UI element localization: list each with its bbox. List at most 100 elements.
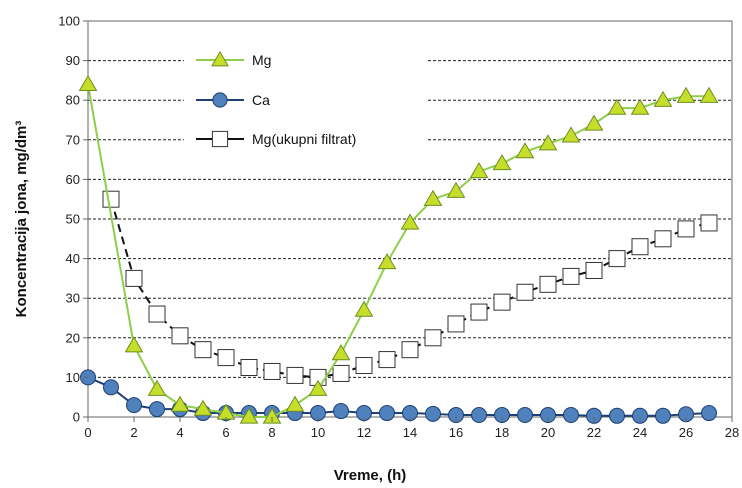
- y-tick-label: 70: [66, 132, 80, 147]
- x-axis-label: Vreme, (h): [334, 467, 407, 484]
- data-point: [286, 366, 304, 384]
- x-tick-label: 8: [268, 425, 275, 440]
- data-point: [125, 269, 143, 287]
- data-point: [355, 357, 373, 375]
- data-point: [608, 250, 626, 268]
- x-tick-label: 14: [403, 425, 417, 440]
- data-point: [217, 349, 235, 367]
- data-point: [193, 399, 213, 416]
- x-tick-label: 0: [84, 425, 91, 440]
- x-tick-label: 28: [725, 425, 739, 440]
- data-point: [653, 90, 673, 107]
- data-point: [263, 362, 281, 380]
- legend-item: Mg: [196, 50, 271, 68]
- y-axis-label: Koncentracija jona, mg/dm³: [13, 121, 30, 318]
- data-point: [148, 305, 166, 323]
- data-point: [194, 341, 212, 359]
- data-point: [676, 86, 696, 103]
- data-point: [469, 161, 489, 179]
- data-point: [584, 114, 604, 131]
- data-point: [562, 267, 580, 285]
- series-square: [102, 190, 718, 386]
- data-point: [470, 303, 488, 321]
- x-tick-label: 16: [449, 425, 463, 440]
- legend-marker: [212, 92, 228, 108]
- data-point: [149, 401, 165, 418]
- data-point: [354, 300, 374, 317]
- data-point: [147, 379, 167, 396]
- data-point: [632, 407, 648, 424]
- data-point: [425, 405, 441, 422]
- x-tick-label: 4: [176, 425, 183, 440]
- data-point: [493, 293, 511, 311]
- data-point: [332, 364, 350, 382]
- data-point: [239, 407, 259, 424]
- y-tick-label: 80: [66, 93, 80, 108]
- data-point: [126, 397, 142, 414]
- data-point: [631, 238, 649, 256]
- x-tick-label: 6: [222, 425, 229, 440]
- legend: Mg Ca Mg(ukupni filtrat): [196, 50, 356, 148]
- x-tick-label: 12: [357, 425, 371, 440]
- data-point: [379, 405, 395, 422]
- x-tick-label: 2: [130, 425, 137, 440]
- data-point: [424, 329, 442, 347]
- data-point: [609, 407, 625, 424]
- data-point: [377, 253, 397, 270]
- y-tick-label: 100: [58, 14, 80, 29]
- legend-label: Mg(ukupni filtrat): [252, 131, 356, 147]
- data-point: [285, 395, 305, 412]
- legend-item: Ca: [196, 92, 270, 108]
- legend-marker: [211, 130, 229, 148]
- y-tick-label: 30: [66, 291, 80, 306]
- y-tick-label: 90: [66, 53, 80, 68]
- data-point: [492, 154, 512, 171]
- x-tick-label: 22: [587, 425, 601, 440]
- data-point: [447, 315, 465, 333]
- data-point: [331, 344, 351, 361]
- legend-item: Mg(ukupni filtrat): [196, 130, 356, 148]
- data-point: [471, 407, 487, 424]
- x-tick-label: 10: [311, 425, 325, 440]
- data-point: [102, 190, 120, 208]
- series-layer: [78, 74, 719, 424]
- x-tick-label: 20: [541, 425, 555, 440]
- x-tick-label: 18: [495, 425, 509, 440]
- y-tick-label: 0: [73, 410, 80, 425]
- legend-label: Ca: [252, 92, 270, 108]
- data-point: [170, 395, 190, 412]
- y-tick-label: 10: [66, 370, 80, 385]
- legend-marker: [211, 50, 229, 67]
- data-point: [333, 403, 349, 420]
- data-point: [515, 142, 535, 159]
- data-point: [262, 407, 282, 424]
- data-point: [699, 86, 719, 103]
- series-line: [87, 376, 710, 417]
- y-tick-label: 40: [66, 251, 80, 266]
- x-tick-label: 26: [679, 425, 693, 440]
- data-point: [585, 261, 603, 279]
- data-point: [700, 214, 718, 232]
- x-tick-label: 24: [633, 425, 647, 440]
- data-point: [630, 98, 650, 115]
- data-point: [655, 407, 671, 424]
- y-tick-label: 20: [66, 330, 80, 345]
- data-point: [308, 379, 328, 396]
- data-point: [171, 327, 189, 345]
- data-point: [124, 336, 144, 353]
- data-point: [563, 407, 579, 424]
- data-point: [401, 341, 419, 359]
- data-point: [400, 213, 420, 230]
- y-tick-label: 50: [66, 212, 80, 227]
- y-tick-label: 60: [66, 172, 80, 187]
- data-point: [103, 379, 119, 396]
- data-point: [538, 134, 558, 151]
- data-point: [446, 181, 466, 198]
- data-point: [561, 126, 581, 143]
- legend-label: Mg: [252, 52, 271, 68]
- data-point: [78, 74, 98, 91]
- data-point: [701, 405, 717, 422]
- data-point: [539, 275, 557, 293]
- data-point: [516, 283, 534, 301]
